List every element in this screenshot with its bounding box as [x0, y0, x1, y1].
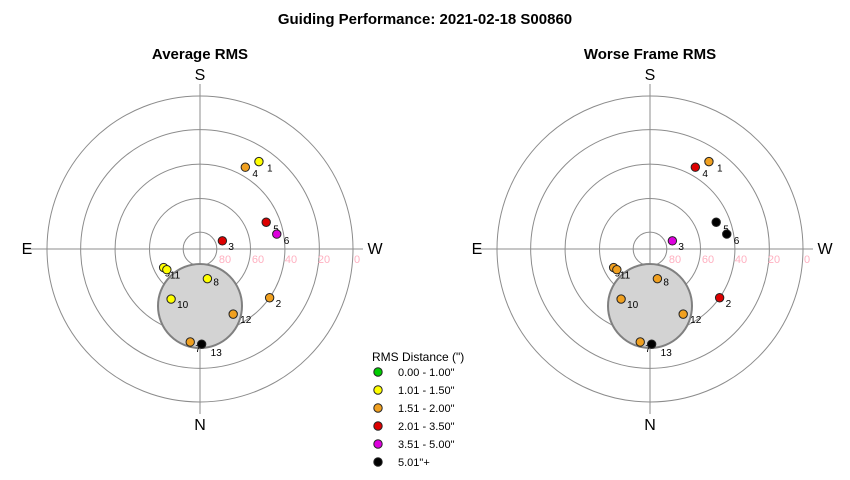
data-point [652, 273, 663, 284]
data-point [646, 339, 657, 349]
data-point [714, 293, 725, 303]
legend-entry-label: 0.00 - 1.00" [398, 367, 455, 379]
data-point-label: 3 [228, 242, 234, 253]
altitude-tick-label: 40 [735, 254, 747, 266]
figure-title: Guiding Performance: 2021-02-18 S00860 [278, 11, 572, 28]
data-point [240, 162, 251, 172]
data-point [690, 162, 701, 172]
data-point [264, 293, 275, 303]
data-point-label: 10 [627, 300, 639, 311]
direction-east-label: E [472, 241, 483, 258]
data-point-label: 13 [661, 348, 673, 359]
data-point-label: 8 [663, 278, 669, 289]
legend-entry-label: 1.01 - 1.50" [398, 385, 455, 397]
data-point-label: 12 [240, 315, 252, 326]
direction-north-label: N [194, 417, 206, 434]
data-point-label: 7 [645, 344, 651, 355]
data-point [722, 229, 732, 239]
data-point-label: 8 [213, 278, 219, 289]
polar-grid [475, 84, 813, 414]
data-point [185, 337, 195, 347]
data-point-label: 6 [734, 236, 740, 247]
data-point-label: 4 [702, 169, 708, 180]
data-point [612, 265, 622, 275]
rms-distance-legend: RMS Distance (") 0.00 - 1.00" 1.01 - 1.50… [372, 350, 464, 469]
panel-title-worse-frame-rms: Worse Frame RMS [584, 46, 716, 63]
direction-south-label: S [195, 67, 206, 84]
data-point-label: 10 [177, 300, 189, 311]
altitude-tick-label: 20 [318, 254, 330, 266]
legend-swatch [373, 367, 383, 377]
direction-west-label: W [367, 241, 383, 258]
legend-swatch [373, 385, 383, 395]
data-point [166, 294, 176, 304]
altitude-tick-label: 0 [354, 254, 360, 266]
data-point-label: 2 [276, 299, 282, 310]
data-point [635, 337, 645, 347]
data-point-label: 2 [726, 299, 732, 310]
direction-south-label: S [645, 67, 656, 84]
legend-swatch [373, 403, 383, 413]
altitude-tick-label: 40 [285, 254, 297, 266]
altitude-tick-label: 60 [702, 254, 714, 266]
legend-entry-label: 5.01"+ [398, 457, 430, 469]
legend-entry-label: 2.01 - 3.50" [398, 421, 455, 433]
polar-grid [25, 84, 363, 414]
data-point [261, 217, 271, 227]
altitude-tick-label: 80 [219, 254, 231, 266]
data-point-label: 7 [195, 344, 201, 355]
legend-entry-label: 1.51 - 2.00" [398, 403, 455, 415]
data-point [678, 309, 688, 319]
legend-title: RMS Distance (") [372, 350, 464, 364]
altitude-tick-label: 20 [768, 254, 780, 266]
data-point [667, 236, 678, 246]
altitude-tick-label: 0 [804, 254, 810, 266]
polar-plot-average-rms: Average RMS S N E W 80604020012345678910… [22, 46, 384, 434]
direction-north-label: N [644, 417, 656, 434]
direction-east-label: E [22, 241, 33, 258]
data-point-label: 12 [690, 315, 702, 326]
legend-swatch [373, 457, 383, 467]
data-point-label: 11 [170, 271, 181, 282]
altitude-tick-label: 60 [252, 254, 264, 266]
data-point [704, 156, 714, 167]
altitude-tick-label: 80 [669, 254, 681, 266]
data-point [228, 309, 238, 319]
data-point [616, 294, 626, 304]
data-point-label: 13 [211, 348, 223, 359]
direction-west-label: W [817, 241, 833, 258]
legend-swatch [373, 439, 383, 449]
polar-plot-worse-frame-rms: Worse Frame RMS S N E W 8060402001234567… [472, 46, 834, 434]
data-point-label: 4 [252, 169, 258, 180]
data-point-label: 3 [678, 242, 684, 253]
data-point-label: 1 [267, 164, 273, 175]
data-point [272, 229, 282, 239]
legend-entry-label: 3.51 - 5.00" [398, 439, 455, 451]
data-point [202, 273, 213, 284]
data-point-label: 1 [717, 164, 723, 175]
data-point [217, 236, 228, 246]
panel-title-average-rms: Average RMS [152, 46, 248, 63]
data-point-label: 6 [284, 236, 290, 247]
legend-swatch [373, 421, 383, 431]
data-point [162, 265, 172, 275]
data-point [711, 217, 721, 227]
data-point [254, 156, 264, 167]
data-point [196, 339, 207, 349]
data-point-label: 11 [620, 271, 631, 282]
